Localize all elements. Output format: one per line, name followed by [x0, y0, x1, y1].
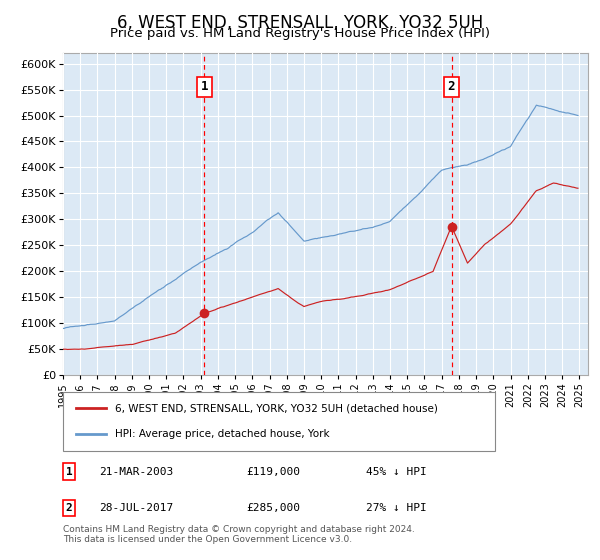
Text: 1: 1: [65, 466, 73, 477]
FancyBboxPatch shape: [63, 392, 495, 451]
Text: 45% ↓ HPI: 45% ↓ HPI: [366, 466, 427, 477]
Text: 21-MAR-2003: 21-MAR-2003: [99, 466, 173, 477]
Text: 6, WEST END, STRENSALL, YORK, YO32 5UH (detached house): 6, WEST END, STRENSALL, YORK, YO32 5UH (…: [115, 403, 438, 413]
Text: £119,000: £119,000: [246, 466, 300, 477]
Text: 27% ↓ HPI: 27% ↓ HPI: [366, 503, 427, 513]
Text: Contains HM Land Registry data © Crown copyright and database right 2024.
This d: Contains HM Land Registry data © Crown c…: [63, 525, 415, 544]
Text: 2: 2: [65, 503, 73, 513]
Text: 6, WEST END, STRENSALL, YORK, YO32 5UH: 6, WEST END, STRENSALL, YORK, YO32 5UH: [117, 14, 483, 32]
Text: 28-JUL-2017: 28-JUL-2017: [99, 503, 173, 513]
Text: £285,000: £285,000: [246, 503, 300, 513]
Text: Price paid vs. HM Land Registry's House Price Index (HPI): Price paid vs. HM Land Registry's House …: [110, 27, 490, 40]
Text: HPI: Average price, detached house, York: HPI: Average price, detached house, York: [115, 430, 329, 440]
Text: 1: 1: [201, 81, 208, 94]
Text: 2: 2: [448, 81, 455, 94]
